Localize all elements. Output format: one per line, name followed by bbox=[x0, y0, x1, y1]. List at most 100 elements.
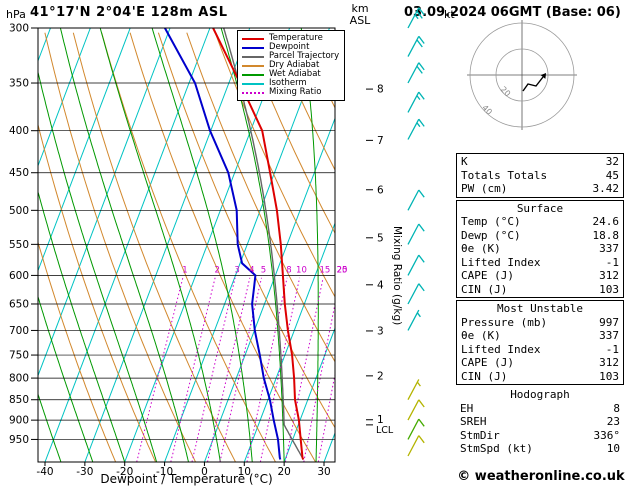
legend-item: Dewpoint bbox=[242, 43, 340, 52]
legend-item-label: Mixing Ratio bbox=[269, 87, 322, 97]
mixing-ratio-value-label: 4 bbox=[249, 265, 254, 275]
stat-row: Lifted Index -1 bbox=[461, 343, 619, 357]
stat-label: SREH bbox=[460, 415, 487, 428]
pressure-tick-label: 850 bbox=[9, 394, 29, 406]
temperature-tick-label: -40 bbox=[36, 466, 53, 478]
stat-row: Totals Totals 45 bbox=[461, 169, 619, 183]
wind-barb bbox=[407, 254, 425, 276]
pressure-tick-label: 500 bbox=[9, 205, 29, 217]
legend-item-label: Parcel Trajectory bbox=[269, 51, 340, 61]
wind-barb bbox=[407, 283, 425, 305]
stats-group-most-unstable: Most Unstable Pressure (mb) 997 θe (K) 337 Li… bbox=[456, 300, 624, 385]
stat-value: -1 bbox=[605, 255, 619, 269]
mixing-ratio-lines bbox=[136, 277, 335, 462]
stat-label: Dewp (°C) bbox=[461, 228, 521, 242]
stat-label: Lifted Index bbox=[461, 342, 541, 356]
km-tick-label: 1 bbox=[377, 414, 384, 426]
axes: 3003504004505005506006507007508008509009… bbox=[9, 23, 403, 479]
wind-barb bbox=[407, 435, 425, 457]
wind-barb bbox=[407, 7, 425, 29]
stat-value: 103 bbox=[599, 369, 619, 383]
stat-label: EH bbox=[460, 401, 474, 415]
km-tick-label: 7 bbox=[377, 135, 384, 147]
legend-swatch bbox=[242, 64, 264, 67]
wind-barb bbox=[407, 189, 425, 211]
pressure-tick-label: 300 bbox=[9, 23, 29, 35]
stat-value: 336° bbox=[593, 428, 621, 442]
stat-value: 45 bbox=[605, 168, 619, 182]
hodograph-ring-label: 20 bbox=[499, 85, 513, 99]
hodograph-ring bbox=[469, 22, 575, 128]
stats-group-indices: K 32 Totals Totals 45 PW (cm) 3.42 bbox=[456, 153, 624, 198]
temperature-tick-label: 10 bbox=[238, 466, 251, 478]
wind-barb bbox=[407, 91, 425, 113]
pressure-tick-label: 700 bbox=[9, 325, 29, 337]
skewt-plot: 3003504004505005506006507007508008509009… bbox=[9, 7, 425, 479]
stat-label: StmSpd (kt) bbox=[460, 442, 533, 455]
pressure-tick-label: 600 bbox=[9, 270, 29, 282]
stat-label: CIN (J) bbox=[461, 282, 508, 296]
stat-value: 337 bbox=[599, 242, 619, 255]
legend-item: Temperature bbox=[242, 34, 340, 43]
pressure-tick-label: 450 bbox=[9, 167, 29, 179]
stat-value: 103 bbox=[599, 282, 619, 296]
stat-row: θe (K) 337 bbox=[461, 329, 619, 343]
stat-row: CIN (J) 103 bbox=[461, 370, 619, 384]
km-tick-label: 3 bbox=[377, 325, 384, 337]
mixing-ratio-value-label: 2 bbox=[214, 265, 219, 275]
pressure-tick-label: 950 bbox=[9, 434, 29, 446]
stats-group-surface: Surface Temp (°C) 24.6 Dewp (°C) 18.8 θe (K) 3… bbox=[456, 199, 624, 298]
stat-row: K 32 bbox=[461, 155, 619, 169]
stats-group-title: Surface bbox=[516, 201, 564, 215]
hodograph-trace bbox=[522, 76, 544, 92]
stat-row: CAPE (J) 312 bbox=[461, 269, 619, 283]
temperature-tick-label: -20 bbox=[116, 466, 133, 478]
legend-item-label: Temperature bbox=[269, 33, 323, 43]
stats-group-hodograph: Hodograph EH 8 SREH 23 StmDir 336° StmSpd (kt) 1… bbox=[456, 387, 624, 457]
km-axis-label: km ASL bbox=[342, 3, 378, 27]
stat-label: CIN (J) bbox=[461, 369, 508, 383]
mixing-ratio-value-label: 15 bbox=[319, 265, 330, 275]
temperature-tick-label: 20 bbox=[277, 466, 290, 478]
stat-row: Pressure (mb) 997 bbox=[461, 316, 619, 330]
mixing-ratio-value-label: 5 bbox=[261, 265, 266, 275]
stat-value: 10 bbox=[606, 442, 620, 455]
legend-swatch bbox=[242, 37, 264, 40]
legend-item: Isotherm bbox=[242, 79, 340, 88]
mixing-ratio-value-label: 20 bbox=[337, 265, 348, 275]
mixing-ratio-value-label: 3 bbox=[234, 265, 239, 275]
legend-swatch bbox=[242, 91, 264, 94]
stat-label: Temp (°C) bbox=[461, 215, 521, 228]
hodograph-ring bbox=[495, 48, 549, 102]
stat-value: 23 bbox=[606, 415, 620, 428]
isotherm-lines bbox=[38, 28, 335, 462]
stat-value: 3.42 bbox=[592, 182, 620, 195]
hodograph-ring-label: 40 bbox=[480, 103, 494, 117]
stat-value: -1 bbox=[605, 342, 619, 356]
legend-swatch bbox=[242, 55, 264, 58]
legend-item: Wet Adiabat bbox=[242, 70, 340, 79]
stat-row: CIN (J) 103 bbox=[461, 283, 619, 297]
stat-value: 24.6 bbox=[592, 215, 620, 228]
stat-row: EH 8 bbox=[460, 402, 620, 416]
mixing-ratio-axis-label: Mixing Ratio (g/kg) bbox=[391, 226, 403, 325]
mixing-ratio-value-label: 8 bbox=[286, 265, 291, 275]
pressure-tick-label: 400 bbox=[9, 125, 29, 137]
wind-barb bbox=[407, 118, 425, 140]
wind-barb bbox=[407, 379, 421, 401]
station-title: 41°17'N 2°04'E 128m ASL bbox=[30, 5, 228, 20]
wind-barb bbox=[407, 35, 425, 57]
legend-item: Mixing Ratio bbox=[242, 88, 340, 97]
stat-row: StmSpd (kt) 10 bbox=[460, 442, 620, 456]
stats-group-title: Most Unstable bbox=[496, 302, 584, 315]
stat-value: 312 bbox=[599, 356, 619, 369]
x-axis-label: Dewpoint / Temperature (°C) bbox=[100, 472, 273, 486]
temperature-tick-label: -10 bbox=[156, 466, 173, 478]
stats-panel: K 32 Totals Totals 45 PW (cm) 3.42 Surface Temp… bbox=[456, 153, 624, 459]
stat-label: CAPE (J) bbox=[461, 269, 514, 282]
plot-border bbox=[37, 27, 336, 463]
storm-motion-arrow bbox=[540, 73, 547, 79]
stat-label: θe (K) bbox=[461, 329, 501, 342]
hodograph-unit-label: kt bbox=[444, 8, 455, 21]
